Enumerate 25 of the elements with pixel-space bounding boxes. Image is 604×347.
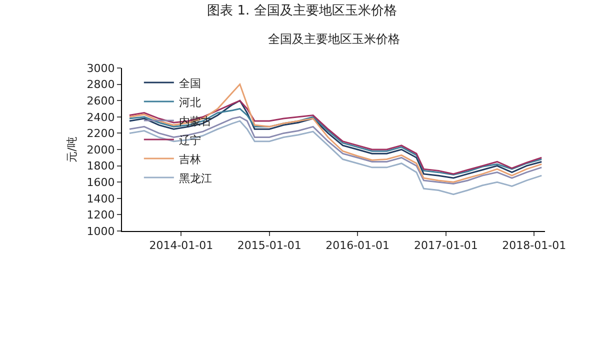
y-tick-label: 1800 bbox=[86, 160, 115, 173]
x-tick-label: 2018-01-01 bbox=[502, 239, 566, 252]
y-tick-label: 1400 bbox=[86, 192, 115, 206]
legend-label: 黑龙江 bbox=[178, 172, 212, 185]
y-tick-label: 1200 bbox=[86, 208, 115, 222]
x-tick-label: 2017-01-01 bbox=[414, 239, 478, 252]
legend-label: 辽宁 bbox=[178, 134, 201, 147]
chart-title: 图表 1. 全国及主要地区玉米价格 bbox=[207, 2, 397, 18]
line-series bbox=[128, 116, 542, 184]
x-tick-label: 2014-01-01 bbox=[149, 239, 214, 252]
y-tick-label: 2000 bbox=[86, 143, 115, 156]
y-axis-title: 元/吨 bbox=[65, 136, 78, 162]
y-tick-label: 1600 bbox=[86, 176, 115, 189]
y-tick-label: 2400 bbox=[86, 110, 115, 124]
y-tick-label: 2800 bbox=[86, 78, 115, 92]
legend-label: 全国 bbox=[178, 76, 201, 90]
legend-label: 吉林 bbox=[178, 152, 201, 166]
legend-label: 河北 bbox=[178, 96, 201, 109]
y-tick-label: 2600 bbox=[86, 94, 115, 108]
y-tick-label: 1000 bbox=[86, 224, 115, 238]
chart-subtitle: 全国及主要地区玉米价格 bbox=[268, 32, 400, 46]
x-tick-label: 2016-01-01 bbox=[326, 239, 390, 252]
y-tick-label: 2200 bbox=[86, 127, 115, 140]
y-tick-label: 3000 bbox=[86, 62, 115, 75]
x-tick-label: 2015-01-01 bbox=[237, 239, 302, 252]
